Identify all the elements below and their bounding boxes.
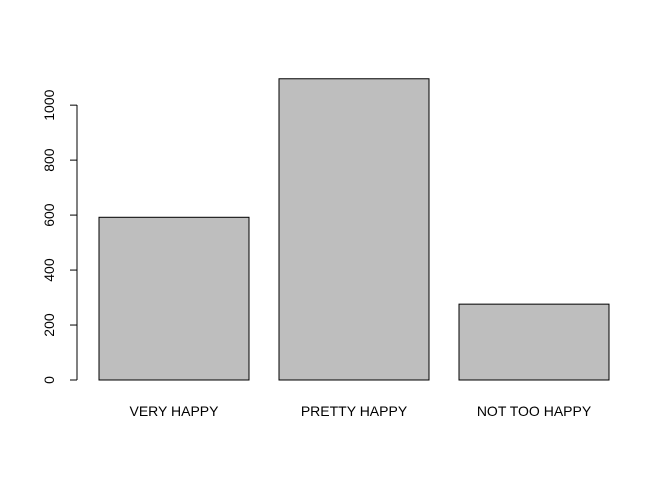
category-labels: VERY HAPPY PRETTY HAPPY NOT TOO HAPPY <box>130 403 592 419</box>
y-tick-label-600: 600 <box>41 203 57 227</box>
y-tick-label-400: 400 <box>41 258 57 282</box>
bar-pretty-happy <box>278 78 430 381</box>
y-tick-label-800: 800 <box>41 148 57 172</box>
y-axis: 0 200 400 600 800 1000 <box>41 89 78 384</box>
y-tick-label-200: 200 <box>41 313 57 337</box>
category-label-pretty-happy: PRETTY HAPPY <box>301 403 408 419</box>
category-label-not-too-happy: NOT TOO HAPPY <box>477 403 592 419</box>
y-tick-label-1000: 1000 <box>41 89 57 120</box>
bar-not-too-happy <box>458 303 610 381</box>
category-label-very-happy: VERY HAPPY <box>130 403 220 419</box>
bars <box>98 78 610 381</box>
bar-very-happy <box>98 216 250 381</box>
y-tick-label-0: 0 <box>41 376 57 384</box>
